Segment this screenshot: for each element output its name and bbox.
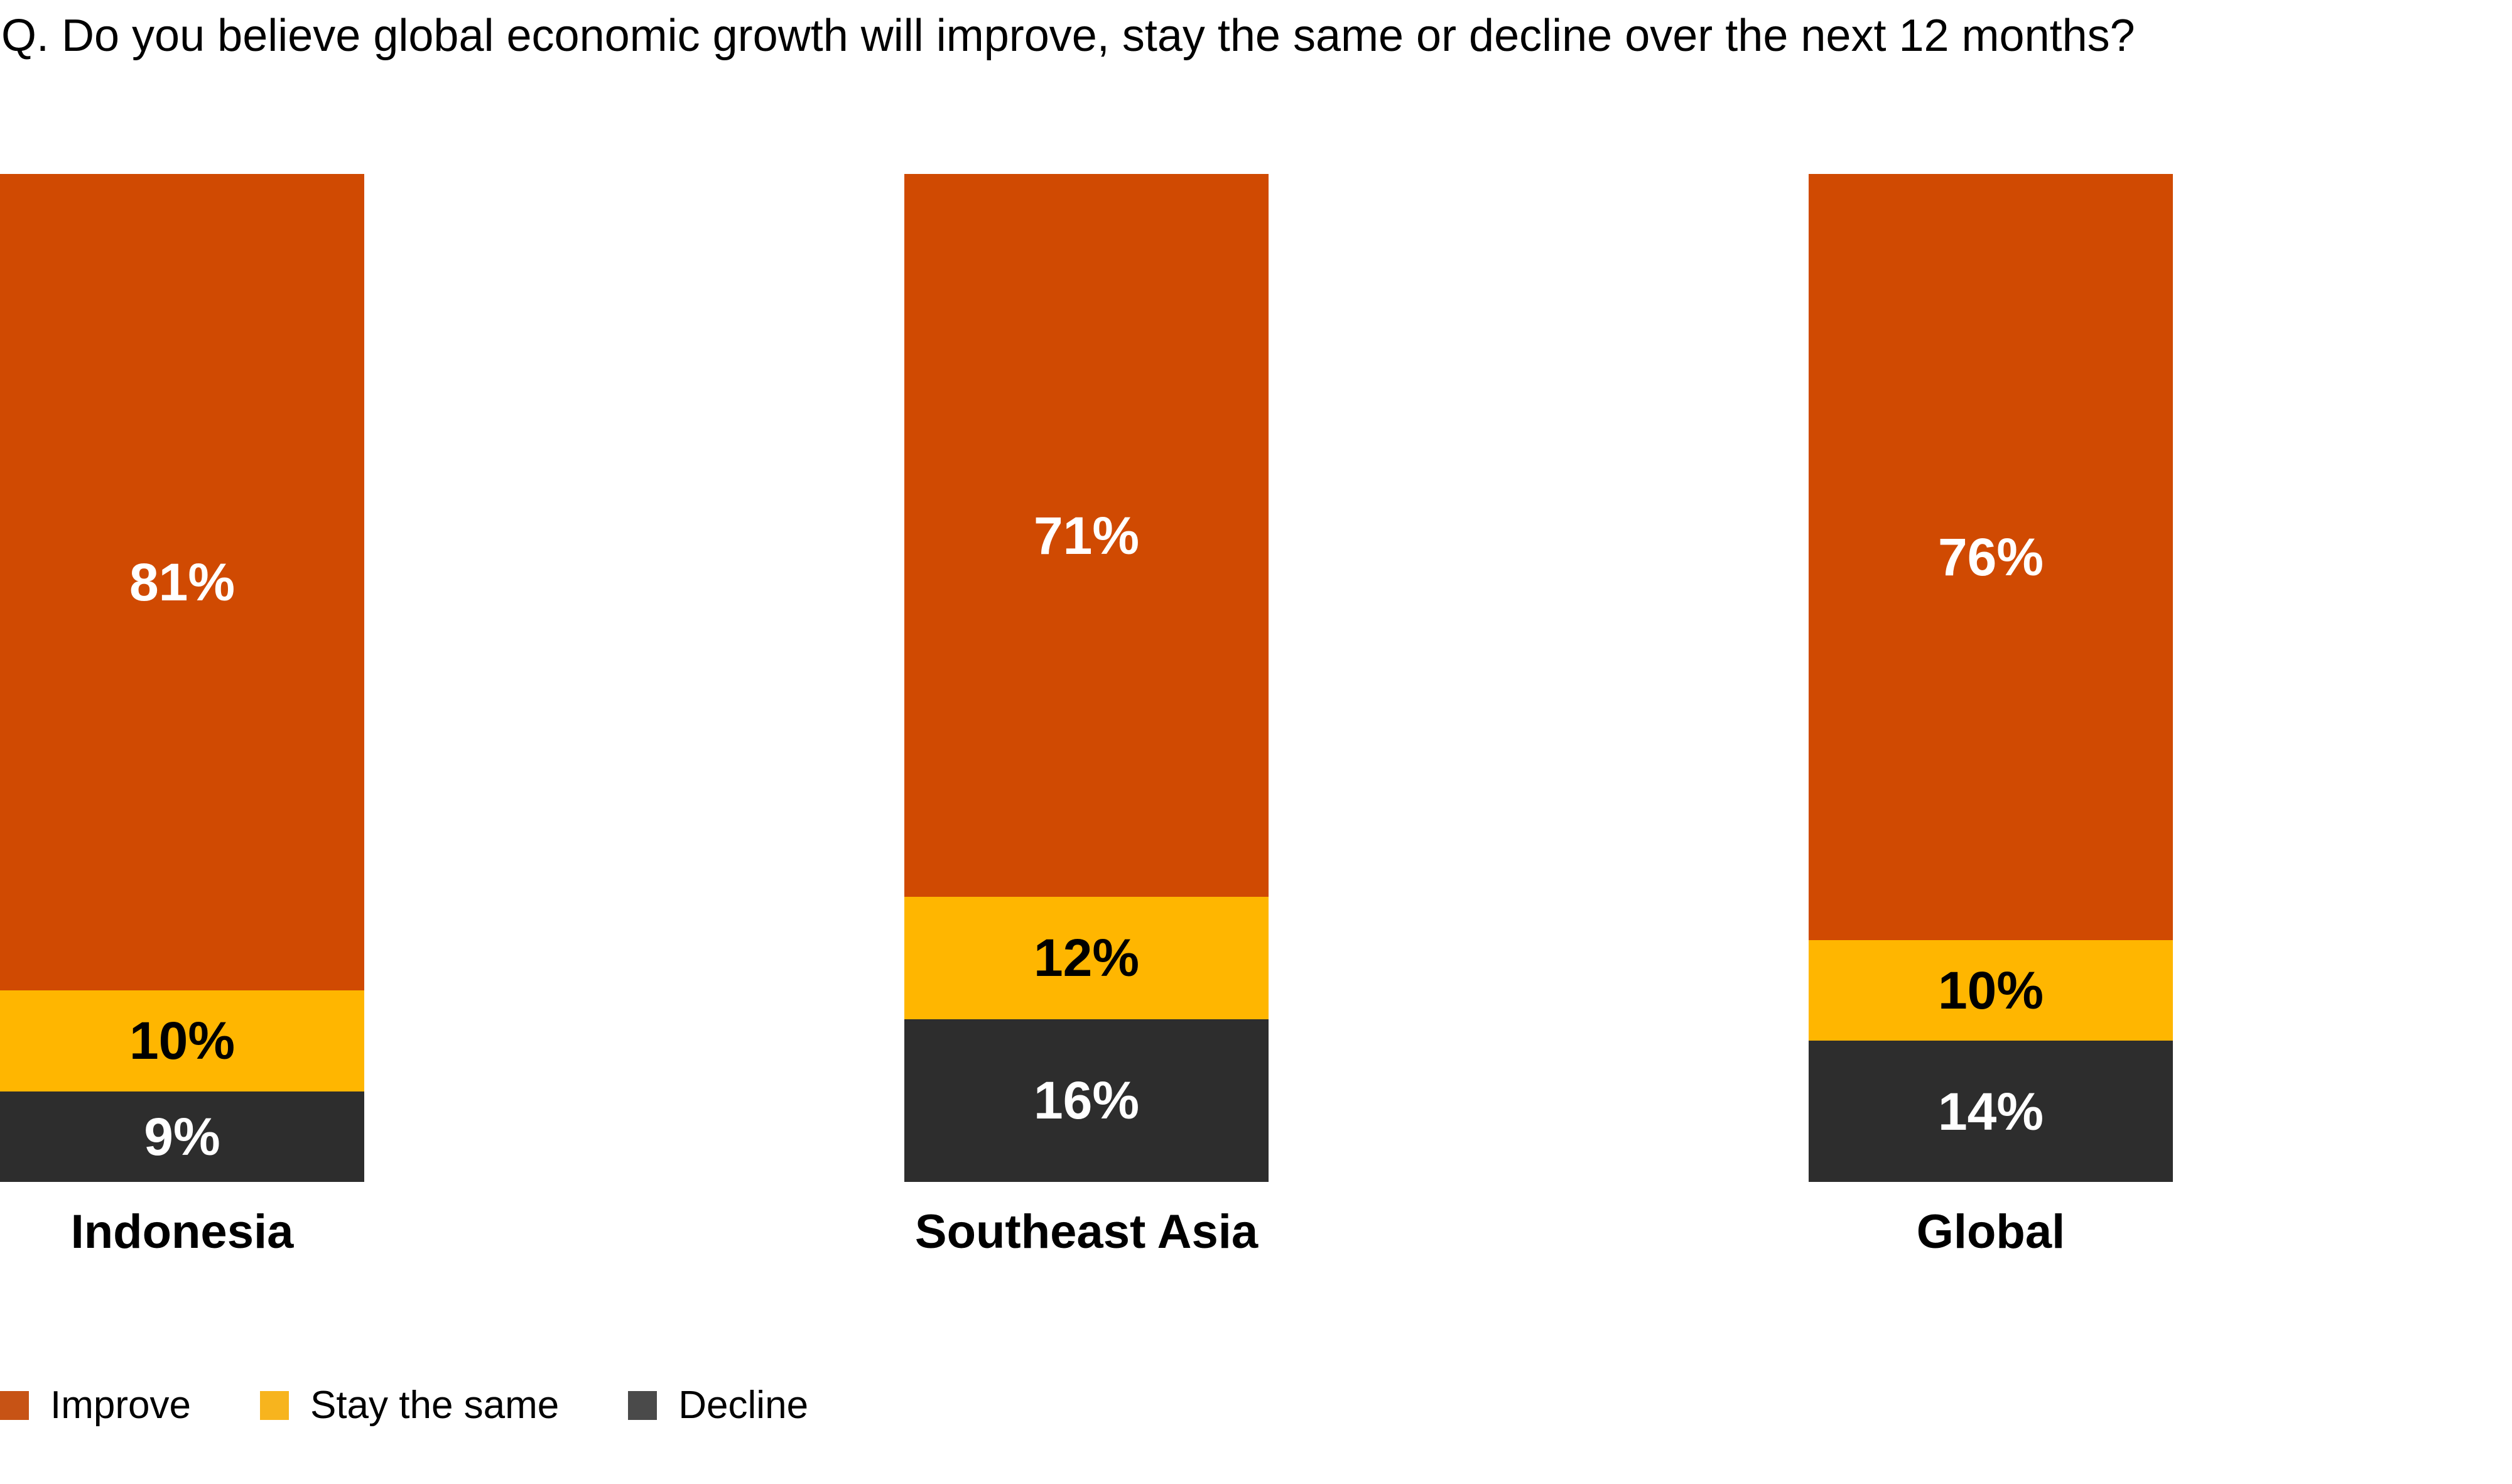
bar-segment-southeast-asia-stay-the-same: 12%: [904, 897, 1269, 1019]
value-label-indonesia-stay-the-same: 10%: [129, 1011, 236, 1071]
bar-segment-global-stay-the-same: 10%: [1809, 940, 2173, 1041]
legend: Improve Stay the same Decline: [0, 1383, 808, 1427]
category-label-indonesia: Indonesia: [70, 1205, 294, 1259]
bars-area: 81% 10% 9% Indonesia 71% 12% 16% Southeast Asia…: [0, 174, 2173, 1259]
legend-label-decline: Decline: [678, 1384, 809, 1427]
bar-group-southeast-asia: 71% 12% 16% Southeast Asia: [904, 174, 1269, 1259]
legend-item-stay-the-same: Stay the same: [259, 1383, 560, 1427]
bar-segment-indonesia-improve: 81%: [0, 174, 364, 991]
legend-swatch-improve-icon: [0, 1390, 29, 1420]
legend-label-improve: Improve: [50, 1384, 191, 1427]
value-label-indonesia-improve: 81%: [129, 553, 236, 612]
legend-item-improve: Improve: [0, 1383, 191, 1427]
value-label-global-improve: 76%: [1937, 527, 2044, 587]
category-label-southeast-asia: Southeast Asia: [914, 1205, 1259, 1259]
value-label-global-stay-the-same: 10%: [1937, 961, 2044, 1021]
bar-segment-indonesia-stay-the-same: 10%: [0, 990, 364, 1091]
bar-group-global: 76% 10% 14% Global: [1809, 174, 2173, 1259]
value-label-southeast-asia-stay-the-same: 12%: [1033, 928, 1140, 988]
value-label-southeast-asia-improve: 71%: [1033, 506, 1140, 565]
bar-segment-global-improve: 76%: [1809, 174, 2173, 940]
bar-stack-indonesia: 81% 10% 9%: [0, 174, 364, 1182]
legend-label-stay-the-same: Stay the same: [310, 1384, 560, 1427]
legend-swatch-decline-icon: [628, 1390, 658, 1420]
bar-stack-southeast-asia: 71% 12% 16%: [904, 174, 1269, 1182]
bar-segment-indonesia-decline: 9%: [0, 1091, 364, 1182]
value-label-global-decline: 14%: [1937, 1081, 2044, 1141]
bar-group-indonesia: 81% 10% 9% Indonesia: [0, 174, 364, 1259]
value-label-indonesia-decline: 9%: [144, 1107, 220, 1166]
bar-segment-southeast-asia-decline: 16%: [904, 1019, 1269, 1182]
bar-segment-global-decline: 14%: [1809, 1041, 2173, 1182]
bar-segment-southeast-asia-improve: 71%: [904, 174, 1269, 897]
value-label-southeast-asia-decline: 16%: [1033, 1071, 1140, 1130]
bar-stack-global: 76% 10% 14%: [1809, 174, 2173, 1182]
legend-item-decline: Decline: [628, 1383, 808, 1427]
category-label-global: Global: [1916, 1205, 2065, 1259]
legend-swatch-stay-the-same-icon: [259, 1390, 289, 1420]
chart-title: Q. Do you believe global economic growth…: [1, 11, 2135, 61]
